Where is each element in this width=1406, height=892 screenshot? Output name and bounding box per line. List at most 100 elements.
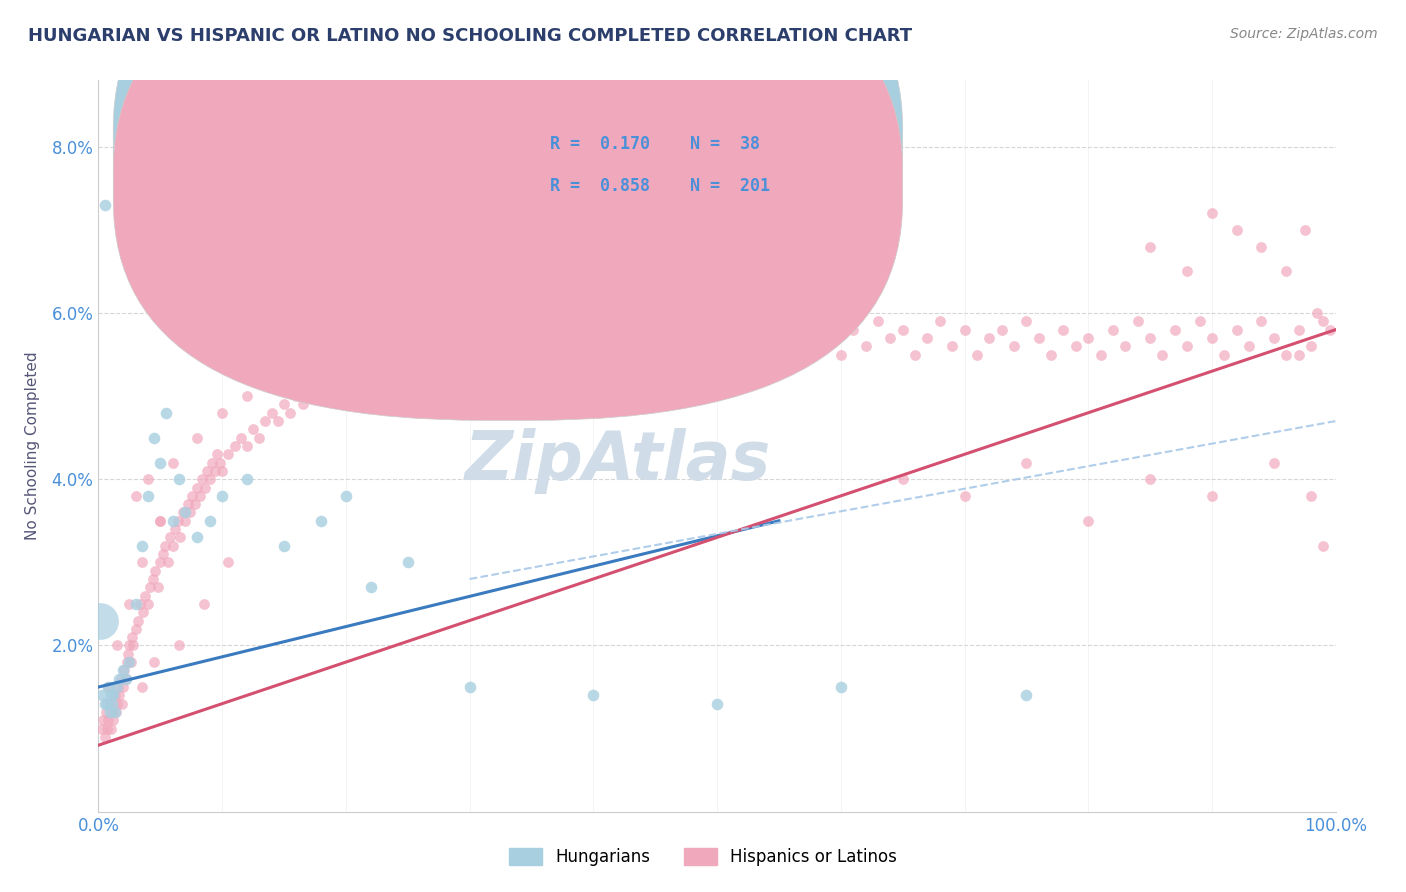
Point <box>136 489 159 503</box>
Point <box>718 323 741 337</box>
Point <box>104 705 127 719</box>
Text: Source: ZipAtlas.com: Source: ZipAtlas.com <box>1230 27 1378 41</box>
Point <box>174 514 197 528</box>
Point <box>1152 347 1174 362</box>
Point <box>316 381 339 395</box>
Point <box>273 364 295 378</box>
Point <box>89 614 111 628</box>
Point <box>1226 223 1249 237</box>
Point <box>582 323 605 337</box>
Point <box>569 298 592 312</box>
Point <box>273 397 295 411</box>
Point <box>260 406 283 420</box>
Point <box>830 347 852 362</box>
Point <box>93 697 115 711</box>
Point <box>917 331 939 345</box>
Point <box>97 714 120 728</box>
Point <box>409 339 432 353</box>
Point <box>159 530 181 544</box>
Point <box>866 314 889 328</box>
Point <box>143 655 166 669</box>
Point <box>793 331 815 345</box>
Point <box>458 331 481 345</box>
Point <box>236 389 259 403</box>
Point <box>152 547 174 561</box>
FancyBboxPatch shape <box>114 0 903 420</box>
Point <box>143 564 166 578</box>
Point <box>105 639 128 653</box>
Point <box>619 306 641 320</box>
Point <box>217 555 239 569</box>
Point <box>817 306 839 320</box>
Text: R =  0.858    N =  201: R = 0.858 N = 201 <box>550 177 770 194</box>
Point <box>114 672 136 686</box>
Point <box>155 406 177 420</box>
Point <box>93 730 115 744</box>
Point <box>433 331 456 345</box>
Point <box>124 597 146 611</box>
Point <box>172 506 194 520</box>
Point <box>134 589 156 603</box>
Point <box>188 489 211 503</box>
Point <box>103 705 125 719</box>
Point <box>1139 472 1161 486</box>
Point <box>304 389 326 403</box>
Point <box>458 680 481 694</box>
Point <box>118 597 141 611</box>
Point <box>780 314 803 328</box>
Point <box>309 347 332 362</box>
Point <box>693 314 716 328</box>
Point <box>657 331 679 345</box>
Point <box>198 472 221 486</box>
Point <box>353 364 375 378</box>
Point <box>322 364 344 378</box>
Point <box>340 372 363 386</box>
Point <box>335 489 357 503</box>
Point <box>755 323 778 337</box>
Point <box>205 447 228 461</box>
Point <box>267 414 290 428</box>
Point <box>291 397 314 411</box>
Point <box>1015 314 1038 328</box>
Point <box>830 680 852 694</box>
Point <box>1201 489 1223 503</box>
Point <box>1139 239 1161 253</box>
Point <box>105 680 128 694</box>
FancyBboxPatch shape <box>114 0 903 379</box>
Point <box>1275 264 1298 278</box>
Point <box>904 347 927 362</box>
Point <box>186 431 208 445</box>
Point <box>1040 347 1063 362</box>
Point <box>198 514 221 528</box>
Point <box>179 506 201 520</box>
Point <box>117 647 139 661</box>
Point <box>112 664 135 678</box>
Text: R =  0.170    N =  38: R = 0.170 N = 38 <box>550 135 761 153</box>
Point <box>1102 323 1125 337</box>
Point <box>114 672 136 686</box>
Point <box>131 539 153 553</box>
Point <box>155 539 177 553</box>
Point <box>1028 331 1050 345</box>
Text: HUNGARIAN VS HISPANIC OR LATINO NO SCHOOLING COMPLETED CORRELATION CHART: HUNGARIAN VS HISPANIC OR LATINO NO SCHOO… <box>28 27 912 45</box>
Point <box>768 339 790 353</box>
Point <box>1077 514 1099 528</box>
Point <box>91 689 114 703</box>
Point <box>254 414 277 428</box>
Point <box>224 439 246 453</box>
Point <box>557 314 579 328</box>
Point <box>278 406 301 420</box>
Point <box>162 539 184 553</box>
Point <box>162 456 184 470</box>
Point <box>101 705 124 719</box>
Point <box>111 697 134 711</box>
Point <box>93 198 115 212</box>
Point <box>96 697 118 711</box>
Point <box>1250 239 1272 253</box>
Point <box>1306 306 1329 320</box>
Point <box>953 489 976 503</box>
Point <box>378 347 401 362</box>
Point <box>100 722 122 736</box>
Point <box>247 431 270 445</box>
Point <box>93 714 115 728</box>
